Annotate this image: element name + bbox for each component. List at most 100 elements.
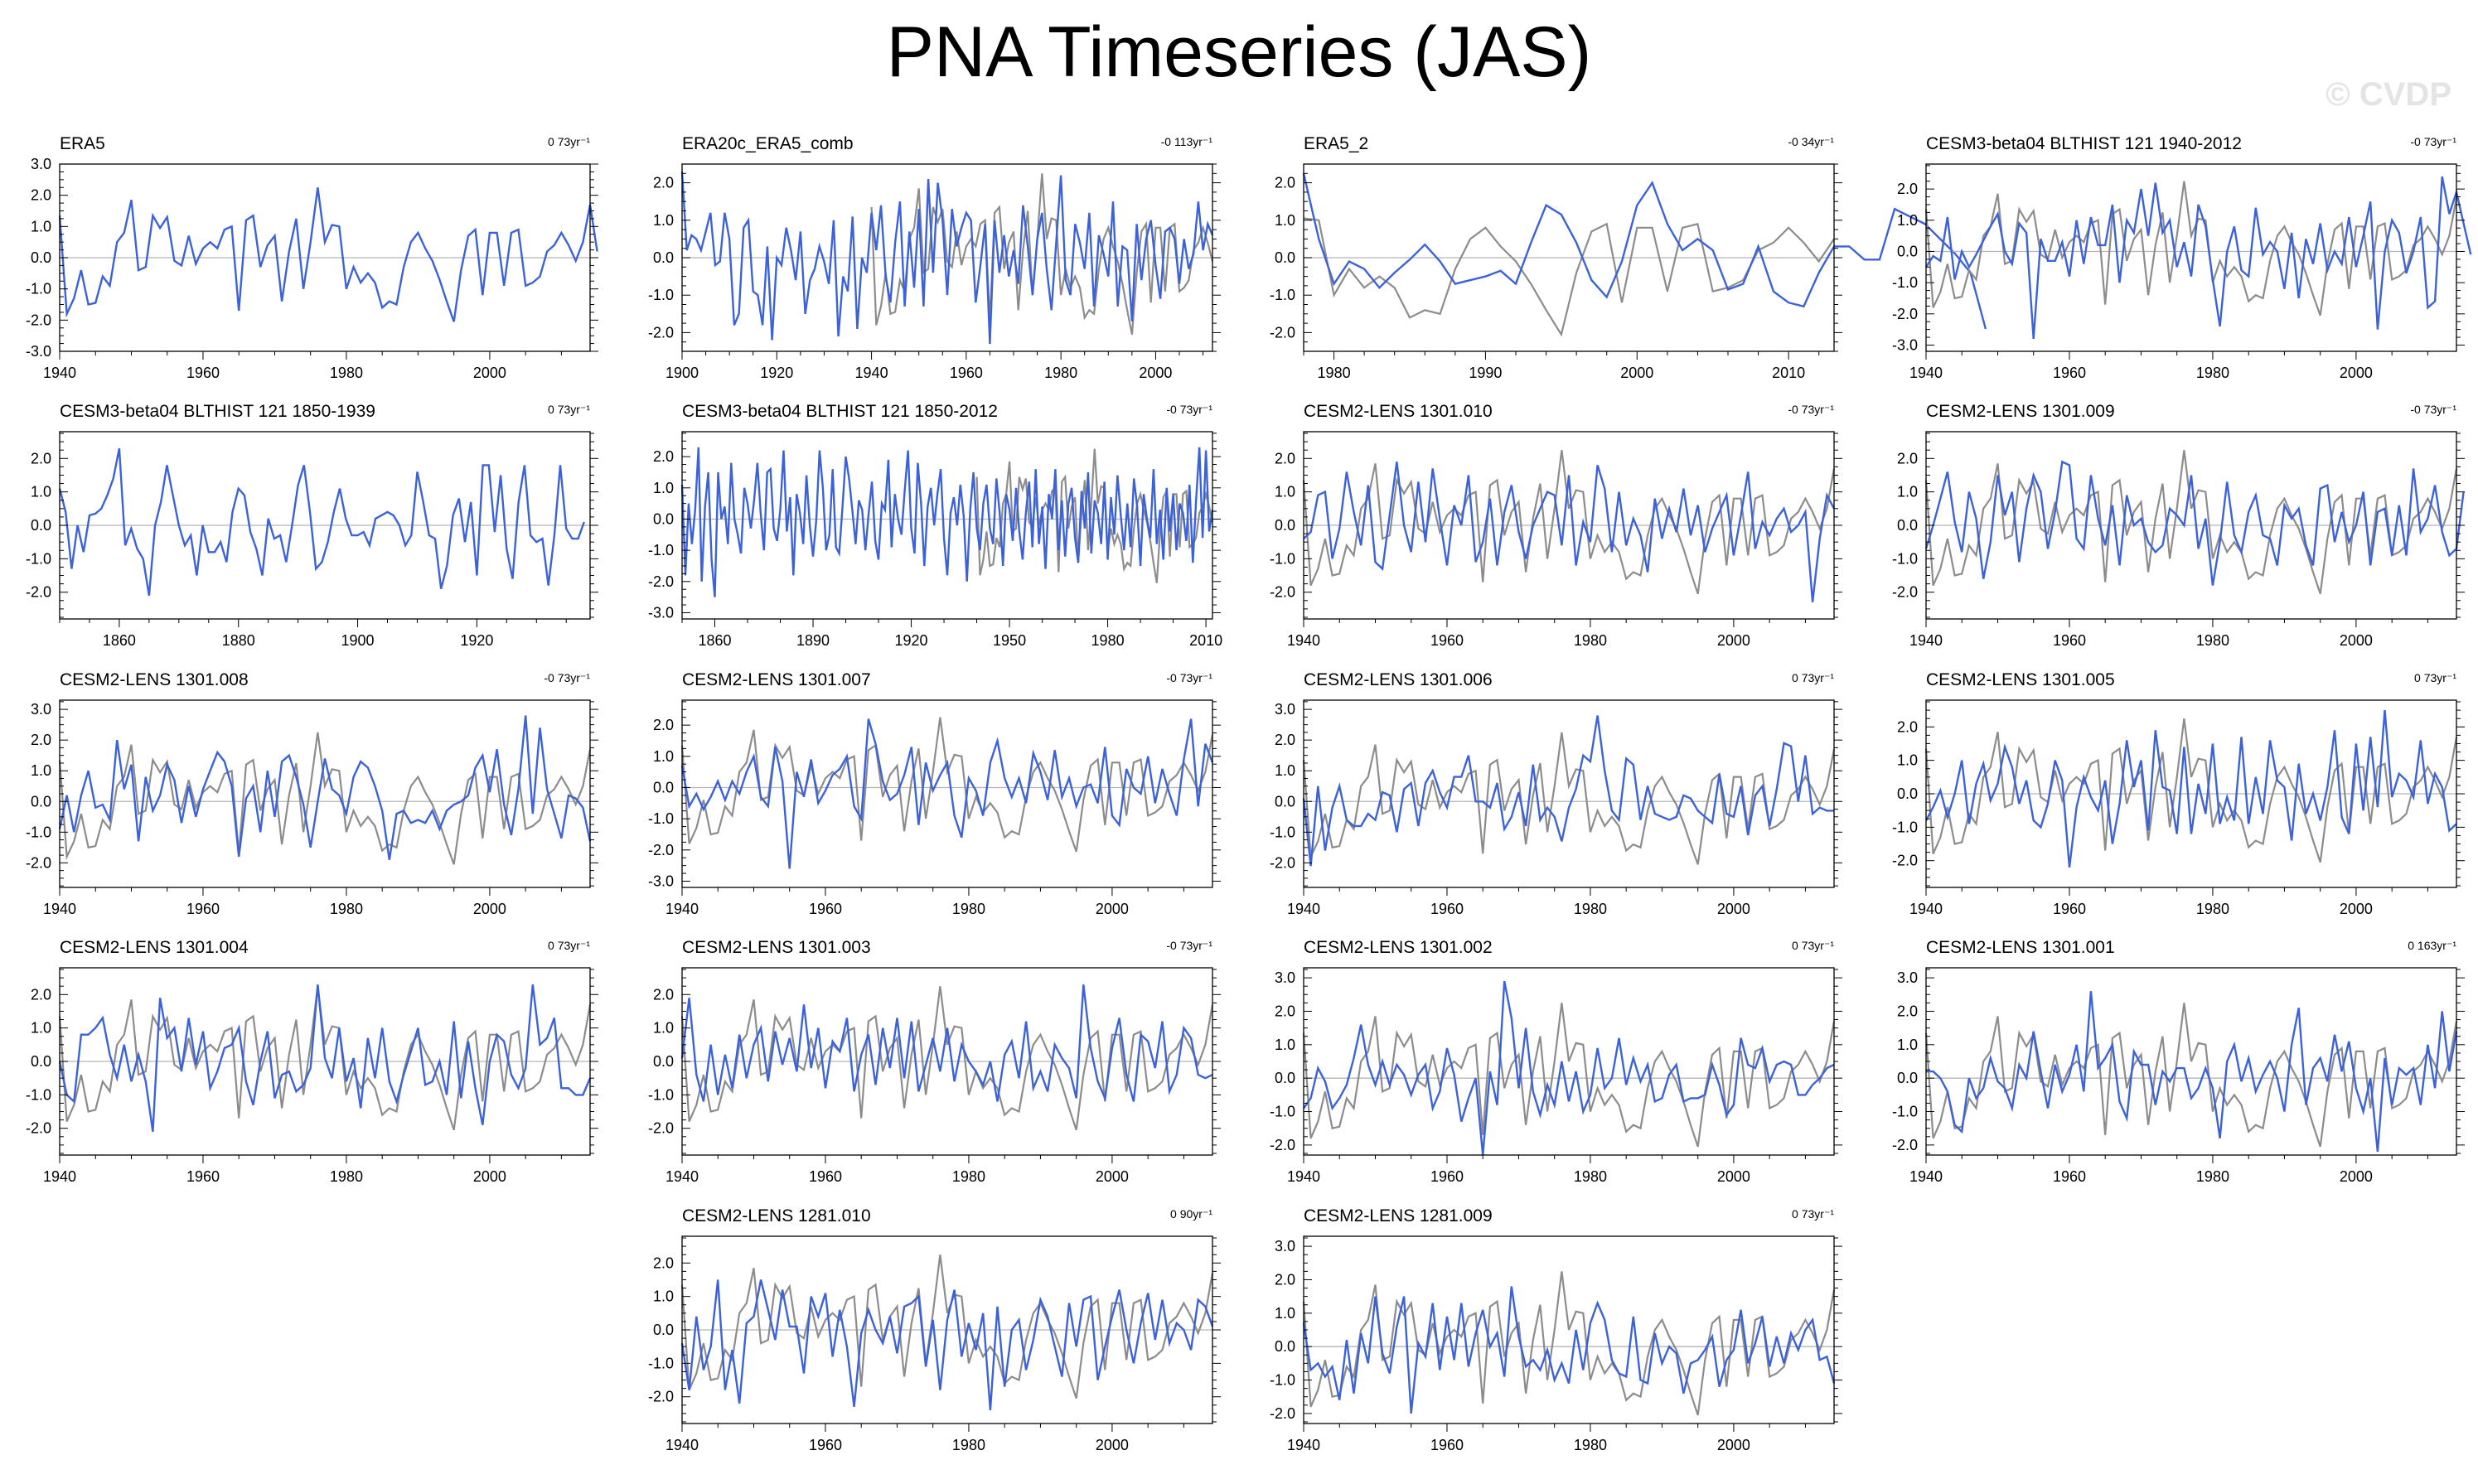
y-tick-label: -2.0 xyxy=(648,1389,674,1405)
x-tick-label: 1920 xyxy=(460,632,493,649)
obs-series-line xyxy=(1302,450,1836,595)
panel-18: CESM2-LENS 1281.009 0 73yr⁻¹ -2.0 -1.0 0.0 1.… xyxy=(1270,1206,1842,1453)
x-tick-label: 1980 xyxy=(2196,365,2229,381)
panel-subtitle: CESM2-LENS 1281.010 xyxy=(682,1206,871,1225)
model-series-line xyxy=(1926,991,2458,1153)
y-tick-label: 0.0 xyxy=(31,249,51,266)
model-series-line xyxy=(1924,460,2465,586)
y-tick-label: 0.0 xyxy=(1897,243,1918,259)
y-tick-label: 3.0 xyxy=(1275,701,1295,718)
x-tick-label: 1880 xyxy=(222,632,255,649)
y-tick-label: -2.0 xyxy=(26,1120,51,1137)
model-series-line xyxy=(58,447,585,596)
y-tick-label: 2.0 xyxy=(1275,732,1295,748)
y-tick-label: -1.0 xyxy=(1892,1104,1918,1120)
y-tick-label: 0.0 xyxy=(1897,517,1918,534)
panel-13: CESM2-LENS 1301.004 0 73yr⁻¹ -2.0 -1.0 0.0 1.… xyxy=(26,938,598,1185)
x-tick-label: 1980 xyxy=(2196,901,2229,917)
y-tick-label: 2.0 xyxy=(653,717,674,733)
trend-label: 0 73yr⁻¹ xyxy=(548,135,590,148)
model-series-line xyxy=(680,1279,1214,1410)
x-tick-label: 1960 xyxy=(186,1168,220,1185)
y-tick-label: 2.0 xyxy=(31,450,51,466)
y-tick-label: -3.0 xyxy=(1892,336,1918,353)
panel-subtitle: CESM2-LENS 1301.007 xyxy=(682,670,871,689)
y-tick-label: 3.0 xyxy=(1897,969,1918,986)
y-tick-label: 2.0 xyxy=(1275,1271,1295,1288)
page-title: PNA Timeseries (JAS) xyxy=(886,12,1592,92)
trend-label: 0 73yr⁻¹ xyxy=(548,939,590,952)
x-tick-label: 1940 xyxy=(665,901,699,917)
y-tick-label: -2.0 xyxy=(648,842,674,858)
y-tick-label: 1.0 xyxy=(1897,1037,1918,1053)
x-tick-label: 1980 xyxy=(330,1168,363,1185)
panel-subtitle: CESM2-LENS 1301.009 xyxy=(1926,402,2115,421)
y-tick-label: 2.0 xyxy=(31,187,51,204)
panel-16: CESM2-LENS 1301.001 0 163yr⁻¹ -2.0 -1.0 0.0 1… xyxy=(1892,938,2465,1185)
trend-label: -0 34yr⁻¹ xyxy=(1788,135,1834,148)
y-tick-label: -2.0 xyxy=(1270,584,1295,601)
y-tick-label: 1.0 xyxy=(653,748,674,765)
x-tick-label: 1940 xyxy=(1287,901,1320,917)
panel-6: CESM3-beta04 BLTHIST 121 1850-2012 -0 73y… xyxy=(648,402,1222,649)
x-tick-label: 1980 xyxy=(1574,1437,1607,1453)
y-tick-label: 1.0 xyxy=(1275,1305,1295,1322)
y-tick-label: 0.0 xyxy=(31,517,51,534)
y-tick-label: -2.0 xyxy=(1270,854,1295,871)
y-tick-label: 1.0 xyxy=(31,1020,51,1037)
plot-frame xyxy=(681,699,1213,888)
y-tick-label: -2.0 xyxy=(1270,324,1295,341)
x-tick-label: 2000 xyxy=(473,1168,506,1185)
x-tick-label: 1860 xyxy=(698,632,731,649)
model-series-line xyxy=(58,187,598,322)
trend-label: -0 73yr⁻¹ xyxy=(1166,671,1212,684)
y-tick-label: 1.0 xyxy=(1897,752,1918,769)
y-tick-label: 1.0 xyxy=(653,1020,674,1037)
x-tick-label: 1980 xyxy=(1574,632,1607,649)
panel-subtitle: ERA5_2 xyxy=(1304,134,1368,153)
y-tick-label: 1.0 xyxy=(31,484,51,500)
y-tick-label: 2.0 xyxy=(31,732,51,748)
y-tick-label: 2.0 xyxy=(1275,1003,1295,1019)
model-series-line xyxy=(1924,710,2457,868)
x-tick-label: 1980 xyxy=(952,1168,985,1185)
x-tick-label: 1980 xyxy=(1091,632,1125,649)
x-tick-label: 2000 xyxy=(2340,1168,2373,1185)
y-tick-label: -2.0 xyxy=(26,854,51,871)
y-tick-label: 3.0 xyxy=(31,701,51,718)
y-tick-label: 2.0 xyxy=(653,448,674,465)
x-tick-label: 1960 xyxy=(809,1168,842,1185)
y-tick-label: 2.0 xyxy=(31,986,51,1003)
model-series-line xyxy=(1302,1286,1836,1414)
y-tick-label: 1.0 xyxy=(31,762,51,779)
trend-label: -0 73yr⁻¹ xyxy=(1166,403,1212,416)
x-tick-label: 1940 xyxy=(665,1437,699,1453)
obs-series-line xyxy=(680,986,1214,1131)
x-tick-label: 1940 xyxy=(1909,901,1943,917)
trend-label: 0 73yr⁻¹ xyxy=(548,403,590,416)
y-tick-label: 0.0 xyxy=(1897,786,1918,802)
x-tick-label: 1960 xyxy=(2053,901,2086,917)
x-tick-label: 1940 xyxy=(43,365,76,381)
x-tick-label: 2000 xyxy=(1620,365,1653,381)
panel-1: ERA5 0 73yr⁻¹ -3.0 -2.0 -1.0 0.0 1.0 2.0 3.0 1940… xyxy=(26,134,598,381)
y-tick-label: -2.0 xyxy=(26,312,51,328)
x-tick-label: 2000 xyxy=(2340,365,2373,381)
y-tick-label: 0.0 xyxy=(653,510,674,527)
y-tick-label: 0.0 xyxy=(653,1322,674,1338)
model-series-line xyxy=(1302,173,1987,330)
x-tick-label: 1900 xyxy=(341,632,375,649)
y-tick-label: 1.0 xyxy=(1275,484,1295,500)
model-series-line xyxy=(1924,176,2472,339)
x-tick-label: 1960 xyxy=(1430,1437,1464,1453)
trend-label: 0 90yr⁻¹ xyxy=(1170,1207,1212,1221)
panel-10: CESM2-LENS 1301.007 -0 73yr⁻¹ -3.0 -2.0 -1.0… xyxy=(648,670,1221,917)
x-tick-label: 2000 xyxy=(2340,632,2373,649)
y-tick-label: -1.0 xyxy=(26,1086,51,1103)
y-tick-label: -1.0 xyxy=(648,810,674,827)
x-tick-label: 1980 xyxy=(952,1437,985,1453)
model-series-line xyxy=(680,171,1214,345)
x-tick-label: 1980 xyxy=(1574,1168,1607,1185)
y-tick-label: -1.0 xyxy=(26,824,51,840)
